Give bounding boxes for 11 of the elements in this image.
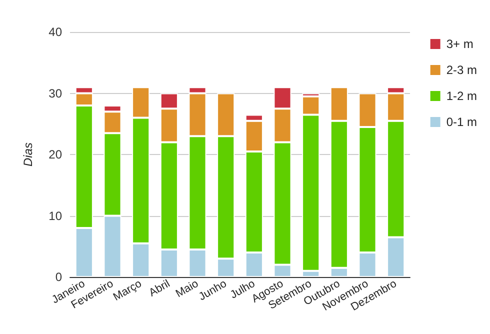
legend-label: 2-3 m xyxy=(446,63,478,77)
legend-label: 1-2 m xyxy=(446,89,478,103)
y-tick-label: 20 xyxy=(48,148,62,162)
y-axis-title: Dias xyxy=(21,142,35,167)
y-tick-label: 10 xyxy=(48,208,62,223)
y-tick-label: 40 xyxy=(48,25,62,39)
legend-label: 0-1 m xyxy=(446,115,478,129)
x-tick-label: Abril xyxy=(147,278,172,300)
legend-label: 3+ m xyxy=(446,37,474,51)
y-tick-label: 30 xyxy=(48,86,62,100)
y-tick-label: 0 xyxy=(55,270,62,284)
